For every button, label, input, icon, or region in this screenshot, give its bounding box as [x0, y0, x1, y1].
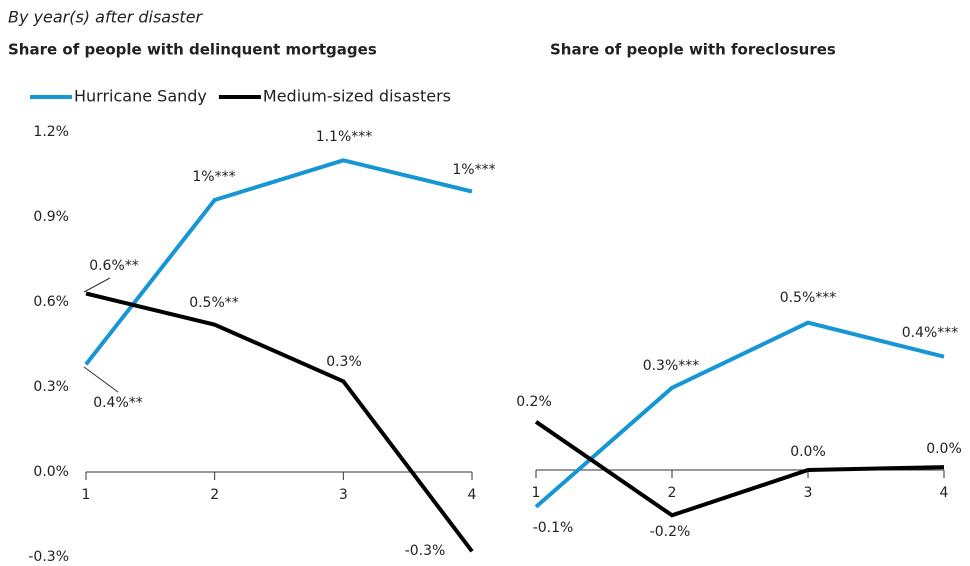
data-label: 1%***	[192, 169, 235, 185]
leader-line	[83, 366, 119, 393]
line-series	[534, 320, 945, 509]
data-label: -0.3%	[405, 543, 446, 559]
line-series	[84, 158, 473, 366]
y-tick-label: 0.0%	[33, 464, 69, 480]
x-tick-label: 3	[339, 487, 348, 503]
data-label: 0.6%**	[89, 258, 139, 274]
data-label: 0.0%	[790, 444, 826, 460]
legend-label: Hurricane Sandy	[74, 87, 207, 106]
leader-line	[83, 277, 111, 293]
chart-title: Share of people with delinquent mortgage…	[8, 41, 377, 59]
data-label: 0.3%	[326, 354, 362, 370]
x-tick-label: 4	[940, 485, 949, 501]
data-label: 0.2%	[516, 394, 552, 410]
subtitle: By year(s) after disaster	[8, 8, 204, 27]
x-tick-label: 3	[804, 485, 813, 501]
y-tick-label: 0.9%	[33, 209, 69, 225]
data-label: 0.5%**	[189, 295, 239, 311]
x-tick-label: 1	[82, 487, 91, 503]
data-label: 0.3%***	[643, 358, 700, 374]
data-label: 1.1%***	[316, 129, 373, 145]
line-series	[534, 420, 945, 518]
y-tick-label: -0.3%	[28, 549, 69, 565]
data-label: 0.4%***	[902, 325, 959, 341]
x-tick-label: 1	[532, 485, 541, 501]
data-label: -0.2%	[650, 524, 691, 540]
x-tick-label: 4	[468, 487, 477, 503]
legend-label: Medium-sized disasters	[263, 87, 451, 106]
data-label: -0.1%	[533, 520, 574, 536]
line-series	[85, 291, 474, 553]
y-tick-label: 0.3%	[33, 379, 69, 395]
x-tick-label: 2	[210, 487, 219, 503]
data-label: 0.5%***	[780, 290, 837, 306]
data-label: 0.0%	[926, 441, 962, 457]
x-tick-label: 2	[668, 485, 677, 501]
y-tick-label: 0.6%	[33, 294, 69, 310]
data-label: 0.4%**	[93, 395, 143, 411]
chart-title: Share of people with foreclosures	[550, 41, 836, 59]
data-label: 1%***	[452, 162, 495, 178]
y-tick-label: 1.2%	[33, 124, 69, 140]
